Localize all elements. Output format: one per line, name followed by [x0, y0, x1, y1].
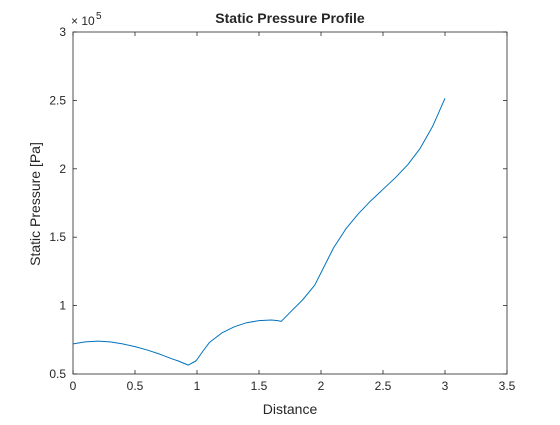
chart-text: Static Pressure Profile Distance Static … — [27, 10, 365, 417]
data-point — [110, 341, 111, 342]
x-tick-label: 3.5 — [499, 379, 516, 393]
x-axis-label: Distance — [263, 401, 318, 417]
data-point — [97, 341, 98, 342]
data-point — [234, 326, 235, 327]
data-point — [333, 248, 334, 249]
data-point — [122, 343, 123, 344]
plot-data — [72, 98, 446, 366]
data-point — [345, 228, 346, 229]
data-point — [271, 319, 272, 320]
y-axis-exponent-power: 5 — [96, 11, 102, 22]
y-axis-exponent-base: × 10 — [71, 14, 95, 28]
data-point — [314, 284, 315, 285]
data-point — [289, 312, 290, 313]
data-point — [178, 360, 179, 361]
data-point — [147, 349, 148, 350]
data-point — [221, 332, 222, 333]
data-point — [172, 358, 173, 359]
data-point — [395, 177, 396, 178]
data-point — [72, 343, 73, 344]
data-point — [188, 365, 189, 366]
data-point — [407, 164, 408, 165]
plot-area-box — [72, 31, 508, 375]
data-point — [420, 148, 421, 149]
data-point — [370, 200, 371, 201]
data-point — [444, 98, 445, 99]
x-tick-label: 3 — [442, 379, 449, 393]
data-point — [358, 213, 359, 214]
x-tick-label: 2 — [318, 379, 325, 393]
x-tick-label: 1.5 — [251, 379, 268, 393]
data-point — [302, 300, 303, 301]
data-point — [209, 342, 210, 343]
y-tick-label: 3 — [59, 25, 66, 39]
data-point — [134, 346, 135, 347]
data-point — [85, 341, 86, 342]
y-tick-label: 2 — [59, 162, 66, 176]
x-tick-label: 1 — [194, 379, 201, 393]
data-point — [246, 322, 247, 323]
data-point — [382, 189, 383, 190]
data-point — [203, 350, 204, 351]
y-tick-label: 1.5 — [49, 230, 66, 244]
x-tick-label: 2.5 — [375, 379, 392, 393]
data-point — [159, 354, 160, 355]
series-line — [72, 98, 446, 366]
x-tick-label: 0.5 — [127, 379, 144, 393]
axes: 0 0.5 1 1.5 2 2.5 3 3.5 0.5 1 1.5 2 2.5 3 — [49, 25, 515, 393]
data-point — [258, 320, 259, 321]
data-point — [281, 321, 282, 322]
data-point — [320, 272, 321, 273]
y-axis-label: Static Pressure [Pa] — [27, 142, 43, 266]
data-point — [277, 320, 278, 321]
y-tick-label: 0.5 — [49, 367, 66, 381]
data-point — [195, 360, 196, 361]
x-tick-label: 0 — [70, 379, 77, 393]
data-point — [196, 359, 197, 360]
y-tick-label: 1 — [59, 299, 66, 313]
data-point — [432, 126, 433, 127]
chart-title: Static Pressure Profile — [215, 10, 365, 26]
y-tick-label: 2.5 — [49, 93, 66, 107]
